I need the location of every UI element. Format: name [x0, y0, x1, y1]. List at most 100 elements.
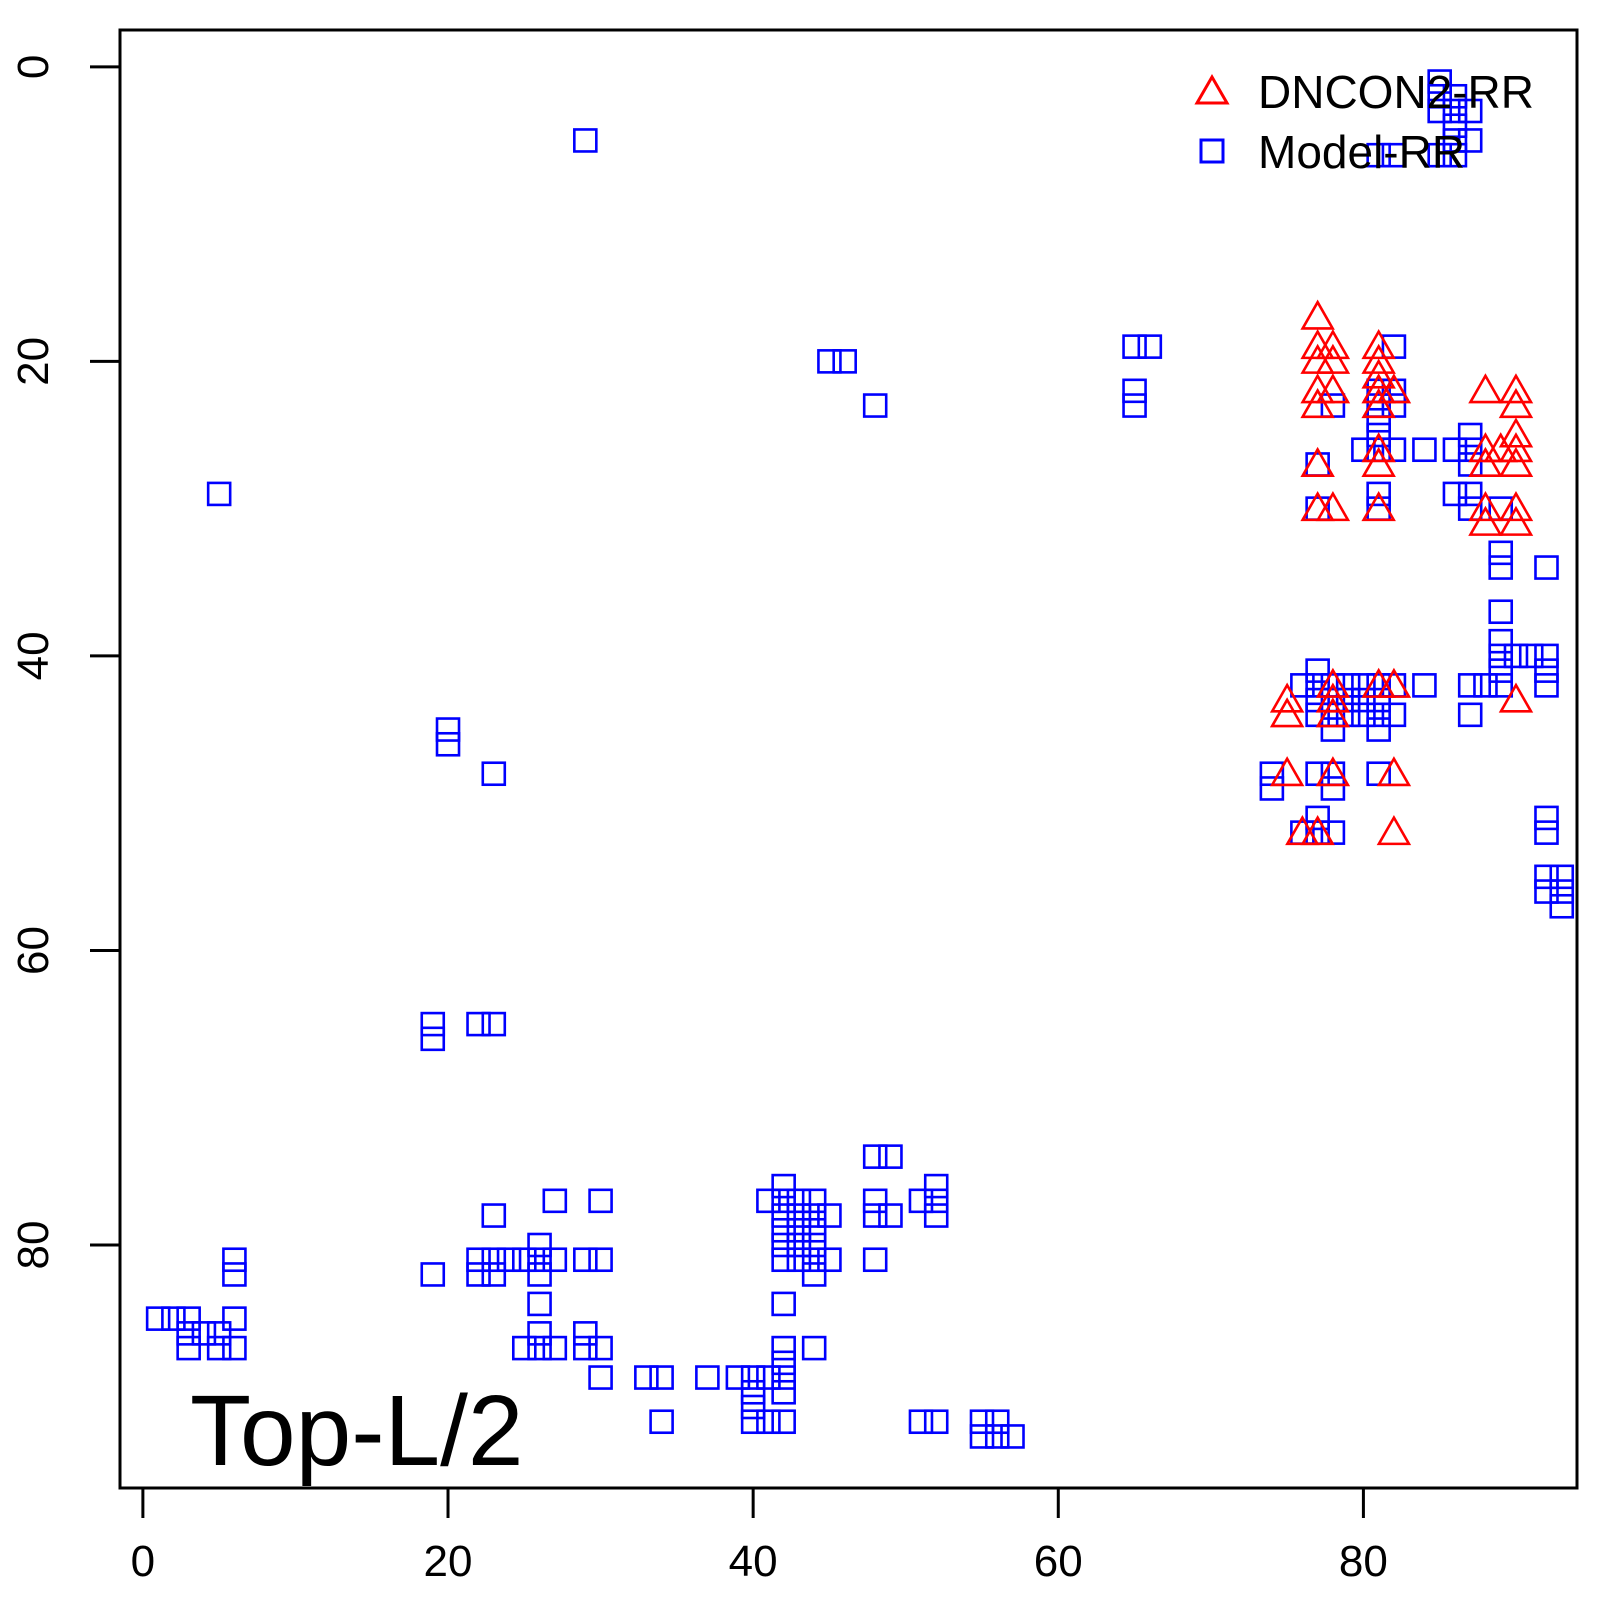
data-point-square	[527, 1291, 552, 1317]
data-point-square	[771, 1291, 796, 1317]
data-point-square	[527, 1247, 552, 1273]
legend-entry-dncon2-rr: DNCON2-RR	[1194, 66, 1534, 118]
data-point-square	[786, 1232, 812, 1258]
data-point-square	[222, 1247, 247, 1273]
legend-label-model-rr: Model-RR	[1258, 126, 1465, 178]
data-point-triangle	[1361, 358, 1396, 389]
data-point-square	[1442, 83, 1468, 109]
data-point-square	[222, 1306, 247, 1331]
data-point-triangle	[1315, 682, 1351, 713]
data-point-square	[1473, 673, 1498, 698]
series-model-rr	[145, 69, 1575, 1449]
data-point-square	[817, 349, 842, 374]
data-point-square	[573, 1247, 598, 1273]
data-point-square	[786, 1188, 812, 1214]
data-point-square	[1442, 98, 1468, 124]
data-point-square	[1137, 334, 1163, 359]
data-point-square	[1488, 555, 1514, 580]
data-point-square	[969, 1409, 995, 1435]
data-point-square	[1000, 1424, 1025, 1449]
data-point-square	[1290, 673, 1315, 698]
data-point-square	[1488, 643, 1514, 669]
data-point-square	[1534, 673, 1559, 698]
data-point-square	[1534, 658, 1559, 683]
data-point-triangle	[1376, 373, 1412, 404]
data-point-square	[1320, 717, 1346, 742]
data-point-square	[862, 393, 888, 418]
data-point-square	[1488, 540, 1514, 566]
data-point-square	[1457, 673, 1483, 698]
data-point-square	[1122, 378, 1147, 404]
data-point-triangle	[1269, 756, 1305, 787]
data-point-square	[1488, 599, 1514, 625]
legend: DNCON2-RR Model-RR	[1194, 66, 1534, 178]
y-tick-label: 80	[9, 1221, 58, 1270]
data-point-square	[206, 1321, 232, 1346]
data-point-square	[740, 1394, 766, 1420]
data-point-square	[801, 1232, 827, 1258]
data-point-square	[573, 1321, 598, 1346]
data-point-square	[1549, 879, 1575, 904]
data-point-triangle	[1498, 432, 1534, 463]
legend-entry-model-rr: Model-RR	[1199, 126, 1465, 178]
data-point-square	[817, 1247, 842, 1273]
data-point-square	[481, 1247, 507, 1273]
data-point-square	[1122, 334, 1147, 359]
data-point-square	[1534, 879, 1559, 904]
y-tick-label: 20	[9, 337, 58, 386]
data-point-square	[1366, 481, 1391, 507]
data-point-square	[862, 1247, 888, 1273]
data-point-square	[1366, 142, 1391, 168]
data-point-square	[176, 1335, 201, 1361]
data-point-square	[176, 1321, 201, 1346]
data-point-square	[1427, 98, 1452, 124]
data-point-triangle	[1498, 417, 1534, 448]
data-point-square	[481, 1262, 507, 1287]
data-point-square	[588, 1188, 613, 1214]
data-point-square	[1366, 407, 1391, 433]
data-point-triangle	[1315, 756, 1351, 787]
data-point-triangle	[1361, 446, 1396, 478]
data-point-triangle	[1361, 387, 1396, 419]
y-axis: 0 20 40 60 80	[9, 55, 122, 1270]
data-point-square	[786, 1217, 812, 1243]
data-point-square	[496, 1247, 522, 1273]
data-point-triangle	[1300, 387, 1335, 419]
data-point-square	[1381, 702, 1407, 728]
data-point-square	[969, 1424, 995, 1449]
data-point-square	[923, 1409, 949, 1435]
data-point-square	[817, 1203, 842, 1228]
data-point-square	[1442, 113, 1468, 139]
data-point-square	[1549, 864, 1575, 890]
panel-annotation: Top-L/2	[190, 1375, 524, 1487]
data-point-square	[420, 1262, 446, 1287]
data-point-square	[801, 1247, 827, 1273]
data-point-square	[1457, 481, 1483, 507]
data-point-triangle	[1315, 343, 1351, 374]
data-point-square	[1122, 393, 1147, 418]
data-point-square	[1534, 805, 1559, 831]
data-point-square	[725, 1365, 751, 1390]
data-points	[145, 69, 1575, 1449]
data-point-square	[511, 1247, 537, 1273]
data-point-square	[1427, 142, 1452, 168]
data-point-square	[527, 1262, 552, 1287]
data-point-square	[832, 349, 857, 374]
data-point-square	[542, 1335, 568, 1361]
data-point-square	[908, 1188, 934, 1214]
data-point-square	[420, 1011, 446, 1037]
data-point-triangle	[1361, 491, 1396, 522]
data-point-square	[1381, 142, 1407, 168]
data-point-square	[801, 1188, 827, 1214]
data-point-triangle	[1269, 697, 1305, 728]
data-point-triangle	[1468, 491, 1503, 522]
data-point-square	[206, 1335, 232, 1361]
data-point-square	[740, 1365, 766, 1390]
x-tick-label: 0	[131, 1537, 155, 1586]
x-tick-label: 20	[424, 1537, 473, 1586]
data-point-square	[481, 761, 507, 787]
data-point-square	[862, 1144, 888, 1169]
data-point-square	[161, 1306, 186, 1331]
data-point-square	[878, 1144, 903, 1169]
data-point-square	[1549, 893, 1575, 919]
